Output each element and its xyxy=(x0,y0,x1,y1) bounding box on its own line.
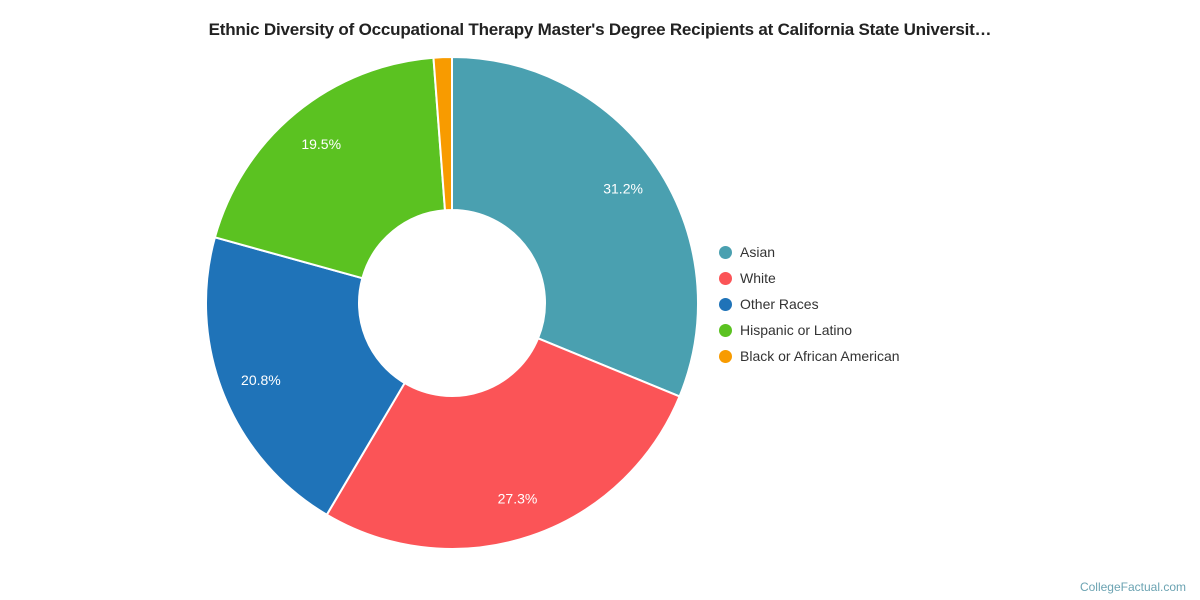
legend-label: Hispanic or Latino xyxy=(740,322,853,338)
legend-marker-icon xyxy=(719,349,732,363)
legend-label: Asian xyxy=(740,244,776,260)
pie-slice-white[interactable] xyxy=(325,337,681,550)
slice-label-hispanic-or-latino: 19.5% xyxy=(301,136,341,152)
slice-label-other-races: 20.8% xyxy=(241,372,281,388)
legend: Asian White Other Races Hispanic or Latino B… xyxy=(719,239,900,369)
pie-slice-black-or-african-american[interactable] xyxy=(432,56,453,212)
legend-item-other-races[interactable]: Other Races xyxy=(719,291,900,317)
pie-slice-hispanic-or-latino[interactable] xyxy=(213,56,446,280)
watermark: CollegeFactual.com xyxy=(1079,580,1186,594)
pie-slice-asian[interactable] xyxy=(451,56,699,398)
legend-item-black-or-african-american[interactable]: Black or African American xyxy=(719,343,900,369)
legend-label: Other Races xyxy=(740,296,819,312)
legend-label: White xyxy=(740,270,776,286)
legend-item-hispanic-or-latino[interactable]: Hispanic or Latino xyxy=(719,317,900,343)
legend-marker-icon xyxy=(719,271,732,285)
legend-marker-icon xyxy=(719,297,732,311)
slice-label-white: 27.3% xyxy=(498,490,538,506)
slice-label-asian: 31.2% xyxy=(603,180,643,196)
legend-label: Black or African American xyxy=(740,348,900,364)
legend-item-asian[interactable]: Asian xyxy=(719,239,900,265)
pie-slice-other-races[interactable] xyxy=(205,236,406,516)
legend-item-white[interactable]: White xyxy=(719,265,900,291)
legend-marker-icon xyxy=(719,323,732,337)
legend-marker-icon xyxy=(719,245,732,259)
chart-title: Ethnic Diversity of Occupational Therapy… xyxy=(208,20,992,39)
